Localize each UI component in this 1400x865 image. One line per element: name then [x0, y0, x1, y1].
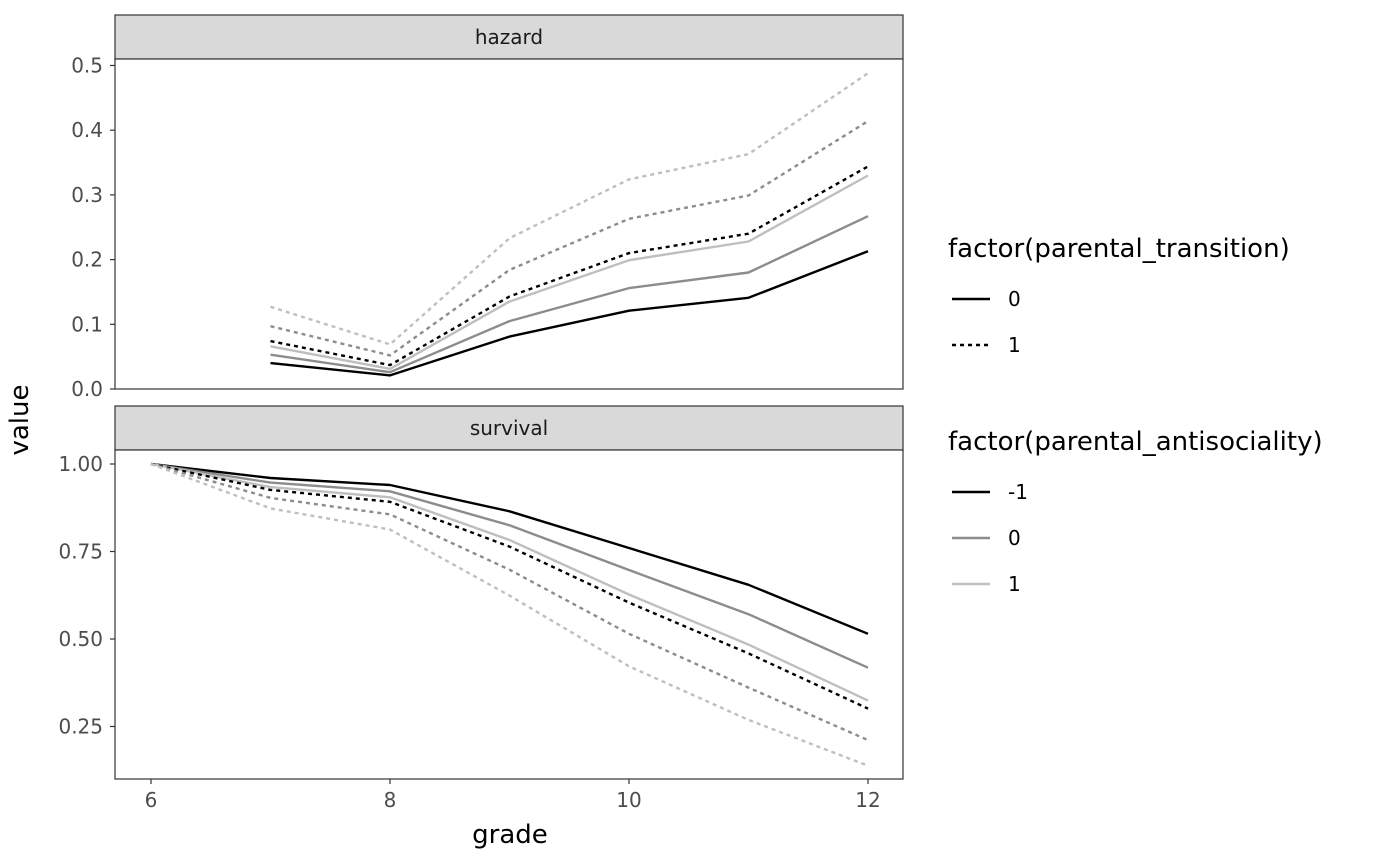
x-tick-label: 6: [145, 788, 158, 812]
y-tick-label: 0.25: [58, 715, 103, 739]
panel-survival: survival 0.25 0.50 0.75 1.00: [58, 405, 904, 780]
legend-title: factor(parental_transition): [948, 234, 1290, 264]
legend-color: factor(parental_antisociality) -1 0 1: [948, 427, 1323, 596]
strip-label-hazard: hazard: [475, 25, 543, 49]
series-group: [150, 462, 869, 767]
legend-label: 1: [1008, 333, 1021, 357]
series-line-survival-transition-0-antisociality-0: [150, 462, 869, 669]
legend-label: 1: [1008, 572, 1021, 596]
y-axis-hazard: 0.0 0.1 0.2 0.3 0.4 0.5: [71, 53, 115, 401]
y-tick-label: 0.50: [58, 627, 103, 651]
panel-background: [115, 59, 903, 389]
series-line-survival-transition-1-antisociality-1: [150, 462, 869, 767]
y-tick-label: 0.2: [71, 248, 103, 272]
series-line-hazard-transition-1-antisociality-1: [270, 72, 869, 346]
legends: factor(parental_transition)01factor(pare…: [948, 234, 1323, 596]
x-axis-title: grade: [472, 820, 548, 850]
y-axis-title: value: [5, 384, 35, 455]
legend-label: 0: [1008, 287, 1021, 311]
y-tick-label: 0.1: [71, 312, 103, 336]
series-line-hazard-transition-0-antisociality-0: [270, 215, 869, 374]
series-line-hazard-transition-0-antisociality-1: [270, 174, 869, 371]
y-tick-label: 0.5: [71, 53, 103, 77]
series-line-survival-transition-0-antisociality-neg1: [150, 462, 869, 635]
y-tick-label: 1.00: [58, 452, 103, 476]
y-tick-label: 0.75: [58, 540, 103, 564]
strip-label-survival: survival: [470, 416, 548, 440]
y-tick-label: 0.4: [71, 118, 103, 142]
series-line-hazard-transition-0-antisociality-neg1: [270, 250, 869, 377]
panel-background: [115, 450, 903, 779]
x-tick-label: 10: [616, 788, 641, 812]
y-axis-survival: 0.25 0.50 0.75 1.00: [58, 452, 115, 739]
y-tick-label: 0.0: [71, 377, 103, 401]
legend-title: factor(parental_antisociality): [948, 427, 1323, 457]
strip-hazard: [114, 14, 904, 60]
legend-linetype: factor(parental_transition) 0 1: [948, 234, 1290, 357]
x-axis: 6 8 10 12: [145, 779, 881, 812]
panel-border: [114, 58, 904, 390]
series-group: [270, 72, 869, 377]
legend-label: 0: [1008, 526, 1021, 550]
series-line-survival-transition-0-antisociality-1: [150, 462, 869, 702]
legend-label: -1: [1008, 480, 1028, 504]
series-line-survival-transition-1-antisociality-0: [150, 462, 869, 742]
x-tick-label: 12: [855, 788, 880, 812]
series-line-hazard-transition-1-antisociality-neg1: [270, 165, 869, 367]
panels-layer: hazard 0.0 0.1 0.2 0.3 0.4 0.5 survival 0.25 0.50…: [58, 14, 904, 780]
x-tick-label: 8: [384, 788, 397, 812]
panel-border: [114, 449, 904, 780]
y-tick-label: 0.3: [71, 183, 103, 207]
series-line-survival-transition-1-antisociality-neg1: [150, 462, 869, 710]
panel-hazard: hazard 0.0 0.1 0.2 0.3 0.4 0.5: [71, 14, 904, 401]
series-line-hazard-transition-1-antisociality-0: [270, 120, 869, 357]
